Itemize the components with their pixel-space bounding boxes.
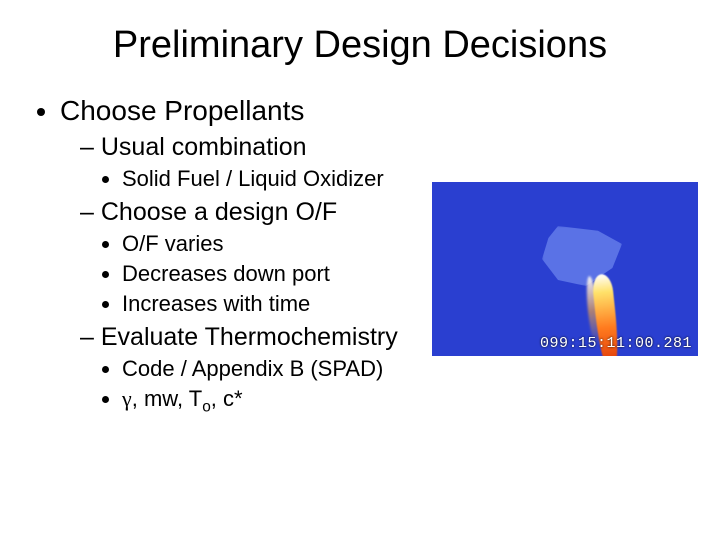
bullet-text: Evaluate Thermochemistry xyxy=(101,323,398,351)
image-timestamp: 099:15:11:00.281 xyxy=(540,335,692,352)
bullet-thermo-params: γ, mw, To, c* xyxy=(122,386,700,412)
smoke-shape xyxy=(542,226,622,286)
bullet-text: Choose Propellants xyxy=(60,95,304,126)
rocket-image: 099:15:11:00.281 xyxy=(432,182,698,356)
bullet-text: Usual combination xyxy=(101,133,307,161)
thermo-mw-t: , mw, T xyxy=(132,386,203,411)
thermo-cstar: , c* xyxy=(211,386,243,411)
subscript-o: o xyxy=(202,398,211,415)
bullet-text: Choose a design O/F xyxy=(101,198,337,226)
slide: Preliminary Design Decisions Choose Prop… xyxy=(0,24,720,540)
bullet-code-appendix: Code / Appendix B (SPAD) xyxy=(122,356,700,382)
slide-title: Preliminary Design Decisions xyxy=(0,24,720,67)
gamma-symbol: γ xyxy=(122,386,132,411)
bullet-list-level3: Code / Appendix B (SPAD) γ, mw, To, c* xyxy=(80,356,700,412)
